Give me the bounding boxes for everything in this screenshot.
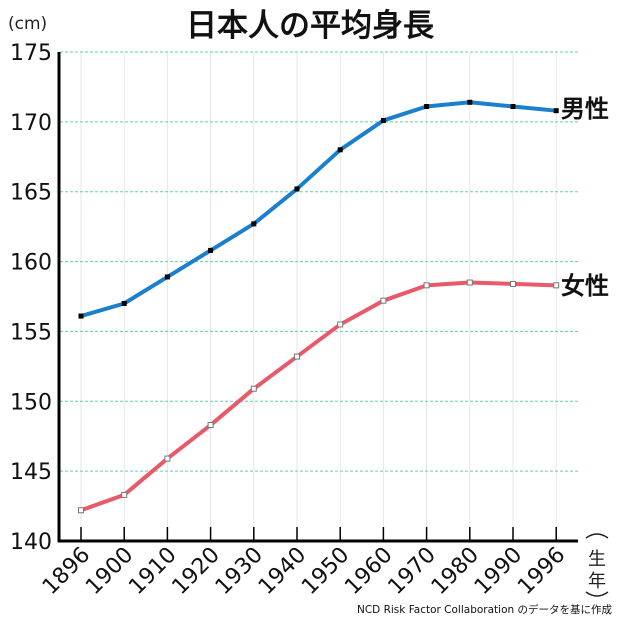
female-data-point	[121, 491, 128, 498]
x-tick-label: 1960	[340, 543, 397, 600]
paren-close-icon	[585, 591, 609, 597]
female-data-point	[466, 279, 473, 286]
legend-male-label: 男性	[561, 95, 609, 123]
x-axis-tick-labels: 1896190019101920193019401950196019701980…	[38, 543, 570, 600]
y-tick-label: 140	[10, 530, 52, 555]
male-data-point	[553, 108, 559, 114]
y-tick-label: 175	[10, 41, 52, 66]
female-data-point	[380, 297, 387, 304]
x-axis-title: 生 年	[585, 533, 609, 597]
source-note: NCD Risk Factor Collaboration のデータを基に作成	[357, 603, 613, 616]
x-tick-label: 1990	[470, 543, 527, 600]
male-data-point	[467, 99, 473, 105]
y-tick-label: 170	[10, 111, 52, 136]
y-tick-label: 145	[10, 460, 52, 485]
x-tick-label: 1900	[81, 543, 138, 600]
svg-text:年: 年	[588, 571, 606, 592]
female-data-point	[337, 321, 344, 328]
x-tick-label: 1940	[254, 543, 311, 600]
female-data-point	[78, 507, 84, 514]
x-tick-label: 1970	[384, 543, 441, 600]
male-data-point	[380, 117, 386, 123]
male-data-point	[121, 300, 127, 306]
x-tick-label: 1920	[168, 543, 225, 600]
vertical-gridlines	[80, 52, 557, 541]
x-tick-label: 1950	[297, 543, 354, 600]
female-series-line	[80, 280, 557, 513]
female-data-point	[553, 282, 560, 289]
male-data-point	[251, 221, 257, 227]
y-tick-label: 160	[10, 251, 52, 276]
female-data-point	[250, 385, 257, 392]
female-data-point	[207, 422, 214, 429]
female-data-point	[510, 280, 516, 287]
x-tick-label: 1930	[211, 543, 268, 600]
male-data-point	[510, 103, 516, 109]
chart-title: 日本人の平均身長	[186, 8, 435, 44]
horizontal-gridlines	[60, 51, 578, 472]
y-unit-label: (cm)	[8, 14, 47, 34]
male-data-point	[208, 247, 214, 253]
legend-female-label: 女性	[561, 272, 609, 300]
male-data-point	[424, 103, 430, 109]
y-tick-label: 155	[10, 320, 52, 345]
x-tick-label: 1980	[427, 543, 484, 600]
x-tick-label: 1910	[124, 543, 181, 600]
female-data-point	[294, 353, 300, 360]
series-lines	[78, 99, 560, 514]
female-data-point	[423, 282, 430, 289]
y-axis-tick-labels: 140 145 150 155 160 165 170 175	[10, 41, 52, 555]
female-data-point	[164, 455, 171, 462]
male-series-line	[80, 100, 557, 318]
male-data-point	[294, 186, 300, 192]
male-data-point	[78, 313, 84, 319]
y-tick-label: 165	[10, 181, 52, 206]
y-tick-label: 150	[10, 390, 52, 415]
paren-open-icon	[585, 533, 609, 539]
x-tick-label: 1996	[513, 543, 570, 600]
svg-text:生: 生	[588, 549, 606, 570]
male-data-point	[337, 147, 343, 153]
male-data-point	[164, 274, 170, 280]
